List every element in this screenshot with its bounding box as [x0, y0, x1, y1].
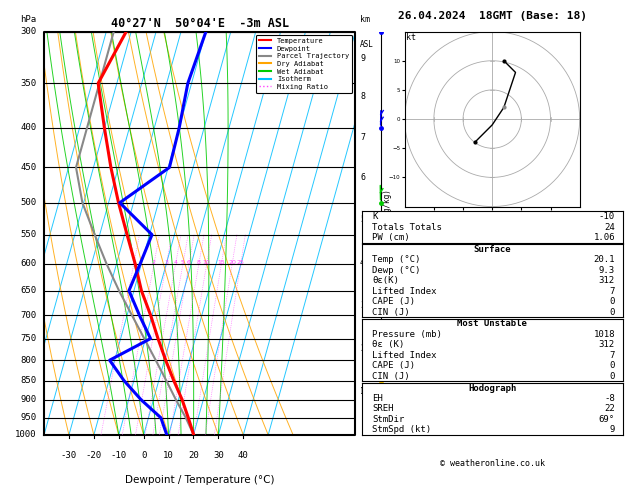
Text: 5: 5	[181, 260, 185, 264]
Text: Totals Totals: Totals Totals	[372, 223, 442, 231]
Text: -20: -20	[86, 451, 102, 460]
Text: 7: 7	[360, 133, 365, 141]
Text: CIN (J): CIN (J)	[372, 308, 409, 316]
Text: EH: EH	[372, 394, 383, 403]
Text: 350: 350	[20, 79, 36, 88]
Text: 3: 3	[164, 260, 169, 264]
Text: 700: 700	[20, 311, 36, 320]
Text: 69°: 69°	[599, 415, 615, 424]
Text: Surface: Surface	[474, 245, 511, 254]
Text: 600: 600	[20, 260, 36, 268]
Text: Lifted Index: Lifted Index	[372, 351, 437, 360]
Text: 4: 4	[360, 258, 365, 267]
Text: -10: -10	[111, 451, 127, 460]
Text: 40: 40	[238, 451, 248, 460]
Text: CIN (J): CIN (J)	[372, 372, 409, 381]
Text: ASL: ASL	[360, 40, 374, 49]
Text: 650: 650	[20, 286, 36, 295]
Text: 750: 750	[20, 334, 36, 343]
Text: 0: 0	[610, 372, 615, 381]
Text: © weatheronline.co.uk: © weatheronline.co.uk	[440, 459, 545, 469]
Text: 1.06: 1.06	[593, 233, 615, 242]
Text: 1: 1	[360, 387, 365, 396]
Text: 2: 2	[360, 344, 365, 353]
Text: Temp (°C): Temp (°C)	[372, 255, 421, 264]
Text: SREH: SREH	[372, 404, 394, 414]
Text: CAPE (J): CAPE (J)	[372, 297, 415, 306]
Text: hPa: hPa	[20, 15, 36, 23]
Text: 5: 5	[360, 215, 365, 224]
Text: 8: 8	[197, 260, 201, 264]
Text: 0: 0	[610, 297, 615, 306]
Text: Dewp (°C): Dewp (°C)	[372, 266, 421, 275]
Text: 7: 7	[610, 351, 615, 360]
Text: Pressure (mb): Pressure (mb)	[372, 330, 442, 339]
Text: 1018: 1018	[593, 330, 615, 339]
Text: 25: 25	[237, 260, 245, 264]
Text: 30: 30	[213, 451, 224, 460]
Text: PW (cm): PW (cm)	[372, 233, 409, 242]
Text: 22: 22	[604, 404, 615, 414]
Legend: Temperature, Dewpoint, Parcel Trajectory, Dry Adiabat, Wet Adiabat, Isotherm, Mi: Temperature, Dewpoint, Parcel Trajectory…	[256, 35, 352, 93]
Text: 2: 2	[152, 260, 156, 264]
Text: 26.04.2024  18GMT (Base: 18): 26.04.2024 18GMT (Base: 18)	[398, 11, 587, 21]
Text: 20.1: 20.1	[593, 255, 615, 264]
Text: 10: 10	[203, 260, 211, 264]
Text: 900: 900	[20, 395, 36, 404]
Text: 9: 9	[360, 54, 365, 63]
Text: 6: 6	[360, 173, 365, 182]
Text: 1: 1	[131, 260, 136, 264]
Text: K: K	[372, 212, 377, 221]
Text: 3: 3	[360, 301, 365, 310]
Text: 1000: 1000	[14, 431, 36, 439]
Text: 20: 20	[228, 260, 236, 264]
Text: 10: 10	[163, 451, 174, 460]
Text: km: km	[360, 15, 370, 23]
Text: 312: 312	[599, 276, 615, 285]
Text: -10: -10	[599, 212, 615, 221]
Text: 800: 800	[20, 356, 36, 364]
Text: 9.3: 9.3	[599, 266, 615, 275]
Text: 312: 312	[599, 340, 615, 349]
Text: CAPE (J): CAPE (J)	[372, 361, 415, 370]
Text: 0: 0	[610, 308, 615, 316]
Text: 550: 550	[20, 230, 36, 239]
Text: 8: 8	[360, 92, 365, 101]
Text: θε(K): θε(K)	[372, 276, 399, 285]
Text: 500: 500	[20, 198, 36, 207]
Text: Most Unstable: Most Unstable	[457, 319, 527, 329]
Text: 950: 950	[20, 413, 36, 422]
Text: StmSpd (kt): StmSpd (kt)	[372, 425, 431, 434]
Text: -8: -8	[604, 394, 615, 403]
Text: LCL: LCL	[360, 387, 374, 396]
Text: 450: 450	[20, 163, 36, 172]
Text: 15: 15	[218, 260, 225, 264]
Text: 400: 400	[20, 123, 36, 133]
Text: 850: 850	[20, 376, 36, 385]
Text: Dewpoint / Temperature (°C): Dewpoint / Temperature (°C)	[125, 475, 274, 486]
Text: 20: 20	[188, 451, 199, 460]
Title: 40°27'N  50°04'E  -3m ASL: 40°27'N 50°04'E -3m ASL	[111, 17, 289, 31]
Text: 0: 0	[610, 361, 615, 370]
Text: 9: 9	[610, 425, 615, 434]
Text: Hodograph: Hodograph	[468, 383, 516, 393]
Text: -30: -30	[61, 451, 77, 460]
Text: 7: 7	[610, 287, 615, 295]
Text: 0: 0	[141, 451, 147, 460]
Text: StmDir: StmDir	[372, 415, 404, 424]
Text: 6: 6	[187, 260, 191, 264]
Text: Lifted Index: Lifted Index	[372, 287, 437, 295]
Text: θε (K): θε (K)	[372, 340, 404, 349]
Text: kt: kt	[406, 34, 416, 42]
Text: 4: 4	[174, 260, 177, 264]
Text: 300: 300	[20, 27, 36, 36]
Text: Mixing Ratio (g/kg): Mixing Ratio (g/kg)	[384, 190, 392, 277]
Text: 24: 24	[604, 223, 615, 231]
